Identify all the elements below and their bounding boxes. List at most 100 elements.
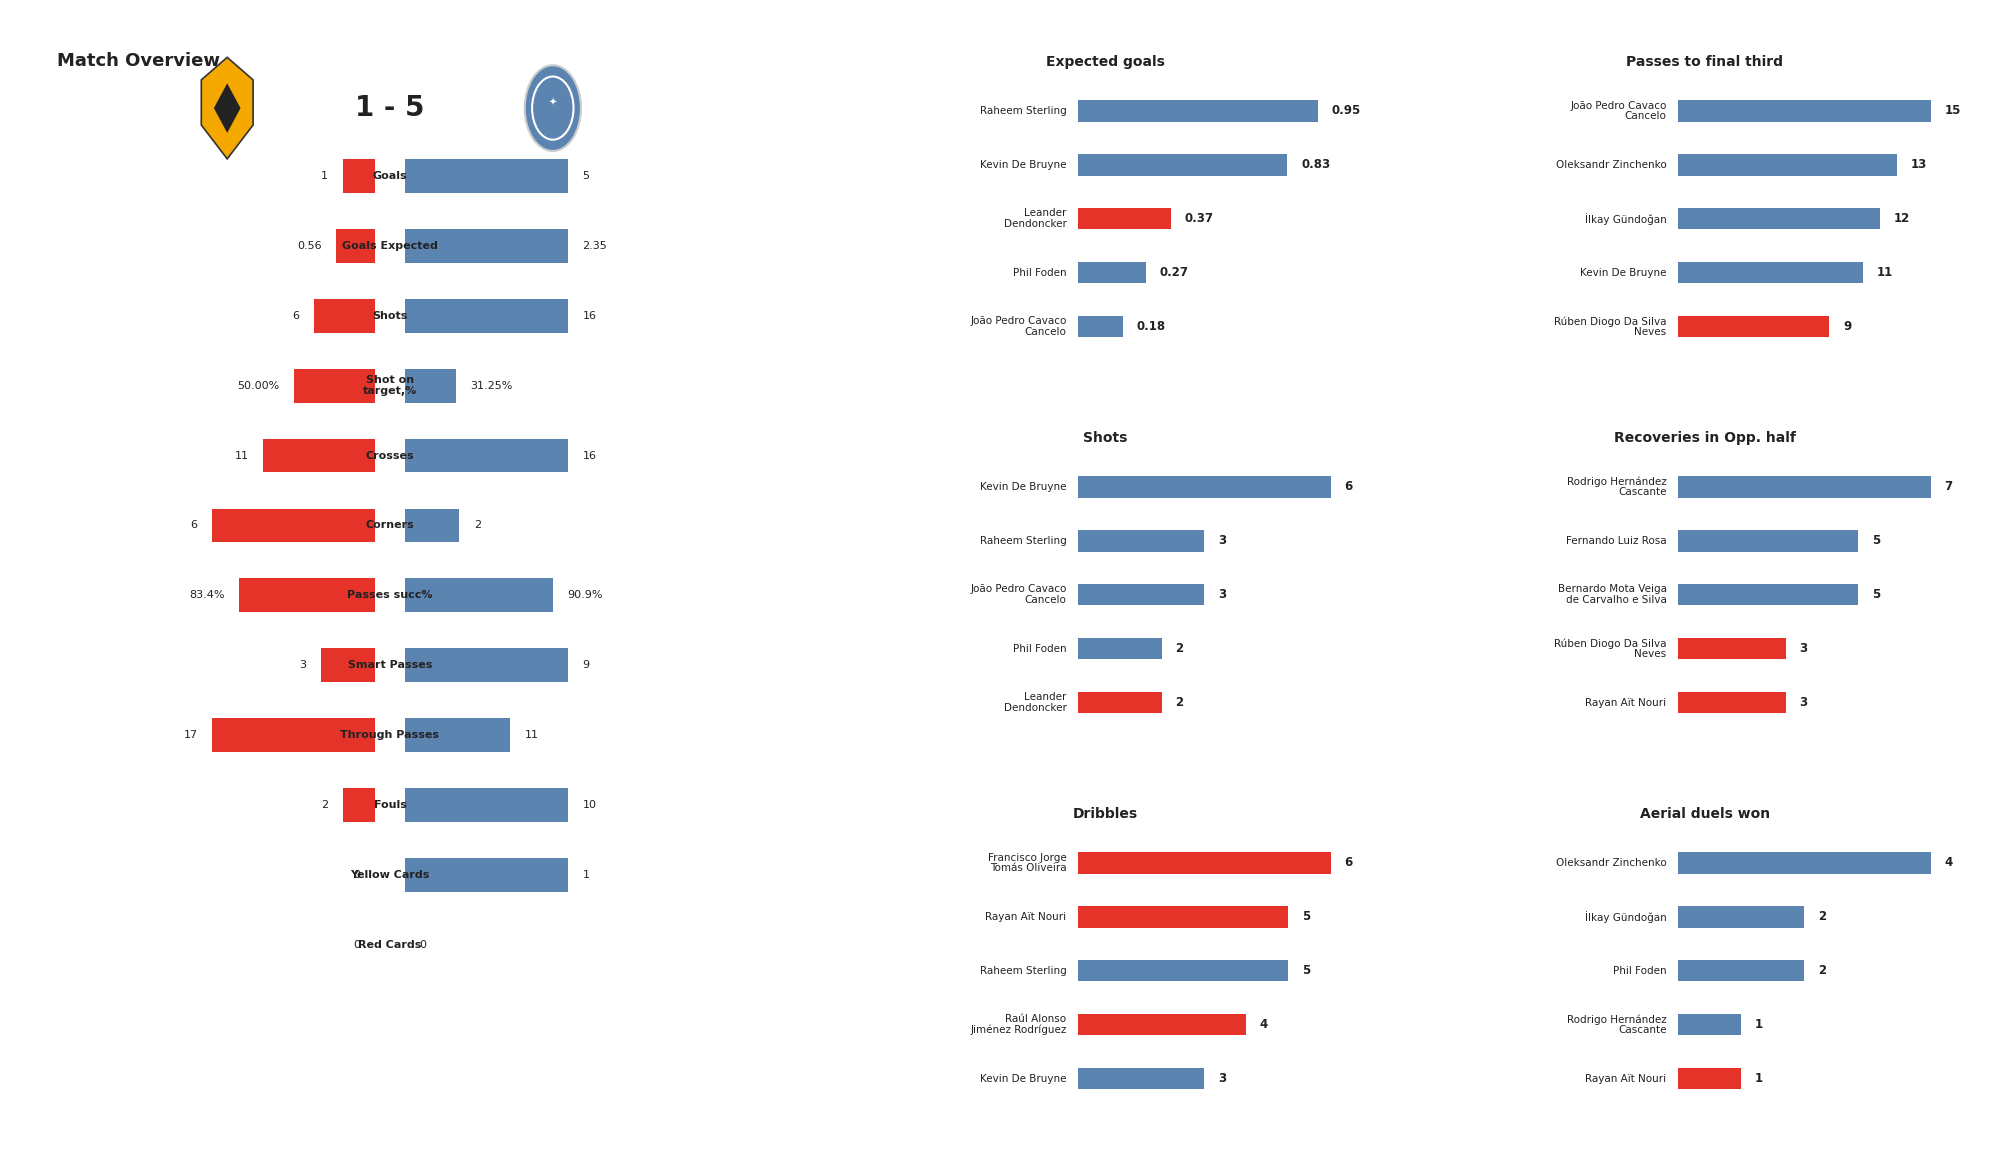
FancyBboxPatch shape	[342, 788, 376, 822]
FancyBboxPatch shape	[1078, 262, 1146, 283]
Text: 3: 3	[300, 660, 306, 670]
FancyBboxPatch shape	[240, 578, 376, 612]
Text: 7: 7	[1944, 481, 1952, 494]
Text: Rúben Diogo Da Silva
Neves: Rúben Diogo Da Silva Neves	[1554, 316, 1666, 337]
Text: 3: 3	[1218, 589, 1226, 602]
FancyBboxPatch shape	[404, 578, 552, 612]
FancyBboxPatch shape	[1078, 1014, 1246, 1035]
Text: 50.00%: 50.00%	[236, 381, 280, 390]
Text: 83.4%: 83.4%	[190, 590, 224, 600]
Text: João Pedro Cavaco
Cancelo: João Pedro Cavaco Cancelo	[1570, 101, 1666, 121]
Text: 0.18: 0.18	[1136, 320, 1166, 333]
Text: João Pedro Cavaco
Cancelo: João Pedro Cavaco Cancelo	[970, 316, 1066, 337]
FancyBboxPatch shape	[294, 369, 376, 403]
Text: 1: 1	[1754, 1072, 1762, 1085]
FancyBboxPatch shape	[1678, 1014, 1740, 1035]
Text: 0.83: 0.83	[1302, 159, 1330, 172]
FancyBboxPatch shape	[404, 858, 568, 892]
FancyBboxPatch shape	[404, 649, 568, 683]
Text: 6: 6	[1344, 857, 1352, 870]
Text: Corners: Corners	[366, 521, 414, 530]
Text: Shots: Shots	[1082, 431, 1128, 445]
Text: 2.35: 2.35	[582, 241, 608, 250]
Text: Passes succ%: Passes succ%	[348, 590, 432, 600]
Text: Expected goals: Expected goals	[1046, 55, 1164, 69]
Text: 3: 3	[1800, 642, 1808, 656]
Text: Through Passes: Through Passes	[340, 731, 440, 740]
FancyBboxPatch shape	[1678, 906, 1804, 927]
Text: 6: 6	[292, 310, 300, 321]
FancyBboxPatch shape	[1678, 530, 1858, 551]
Text: Leander
Dendoncker: Leander Dendoncker	[1004, 208, 1066, 229]
FancyBboxPatch shape	[404, 159, 568, 193]
Text: 16: 16	[582, 450, 596, 461]
Text: Fernando Luiz Rosa: Fernando Luiz Rosa	[1566, 536, 1666, 545]
FancyBboxPatch shape	[1078, 530, 1204, 551]
Text: 2: 2	[1176, 696, 1184, 709]
Text: 0.27: 0.27	[1160, 266, 1188, 280]
Text: Crosses: Crosses	[366, 450, 414, 461]
Text: 13: 13	[1910, 159, 1926, 172]
Text: 10: 10	[582, 800, 596, 811]
Text: Francisco Jorge
Tomás Oliveira: Francisco Jorge Tomás Oliveira	[988, 853, 1066, 873]
FancyBboxPatch shape	[1078, 476, 1330, 497]
FancyBboxPatch shape	[1078, 1068, 1204, 1089]
Text: 1: 1	[1754, 1018, 1762, 1032]
Text: 17: 17	[184, 731, 198, 740]
Polygon shape	[202, 58, 254, 159]
FancyBboxPatch shape	[1678, 692, 1786, 713]
FancyBboxPatch shape	[1078, 316, 1124, 337]
Text: Red Cards: Red Cards	[358, 940, 422, 951]
Text: 6: 6	[1344, 481, 1352, 494]
FancyBboxPatch shape	[1678, 1068, 1740, 1089]
FancyBboxPatch shape	[1678, 584, 1858, 605]
Text: Phil Foden: Phil Foden	[1012, 644, 1066, 653]
Text: 31.25%: 31.25%	[470, 381, 512, 390]
Text: Raúl Alonso
Jiménez Rodríguez: Raúl Alonso Jiménez Rodríguez	[970, 1014, 1066, 1035]
Text: ✦: ✦	[548, 98, 556, 107]
Text: 2: 2	[1176, 642, 1184, 656]
Text: 5: 5	[1872, 535, 1880, 548]
Text: 0.37: 0.37	[1184, 213, 1214, 226]
Text: 5: 5	[1302, 911, 1310, 924]
FancyBboxPatch shape	[1078, 638, 1162, 659]
Text: Raheem Sterling: Raheem Sterling	[980, 106, 1066, 116]
Text: Bernardo Mota Veiga
de Carvalho e Silva: Bernardo Mota Veiga de Carvalho e Silva	[1558, 584, 1666, 605]
Text: 2: 2	[474, 521, 480, 530]
FancyBboxPatch shape	[212, 509, 376, 543]
FancyBboxPatch shape	[404, 509, 460, 543]
Text: 5: 5	[582, 170, 590, 181]
FancyBboxPatch shape	[1678, 638, 1786, 659]
Text: İlkay Gündoğan: İlkay Gündoğan	[1584, 911, 1666, 922]
FancyBboxPatch shape	[264, 438, 376, 472]
FancyBboxPatch shape	[1678, 208, 1880, 229]
FancyBboxPatch shape	[212, 718, 376, 752]
Text: 16: 16	[582, 310, 596, 321]
FancyBboxPatch shape	[1078, 100, 1318, 121]
Text: Rodrigo Hernández
Cascante: Rodrigo Hernández Cascante	[1566, 1014, 1666, 1035]
Text: Aerial duels won: Aerial duels won	[1640, 807, 1770, 821]
Text: Recoveries in Opp. half: Recoveries in Opp. half	[1614, 431, 1796, 445]
FancyBboxPatch shape	[1078, 692, 1162, 713]
FancyBboxPatch shape	[404, 718, 510, 752]
Text: 0: 0	[354, 940, 360, 951]
Text: Rayan Aït Nouri: Rayan Aït Nouri	[986, 912, 1066, 921]
Text: Yellow Cards: Yellow Cards	[350, 871, 430, 880]
Text: 5: 5	[1302, 965, 1310, 978]
Text: 5: 5	[1872, 589, 1880, 602]
FancyBboxPatch shape	[1078, 852, 1330, 873]
FancyBboxPatch shape	[336, 229, 376, 263]
Text: Oleksandr Zinchenko: Oleksandr Zinchenko	[1556, 160, 1666, 169]
FancyBboxPatch shape	[404, 229, 568, 263]
Text: 0.95: 0.95	[1332, 105, 1360, 118]
Text: 90.9%: 90.9%	[568, 590, 604, 600]
FancyBboxPatch shape	[342, 159, 376, 193]
Text: 11: 11	[1876, 266, 1894, 280]
Text: Shots: Shots	[372, 310, 408, 321]
Text: Rodrigo Hernández
Cascante: Rodrigo Hernández Cascante	[1566, 476, 1666, 497]
Text: Smart Passes: Smart Passes	[348, 660, 432, 670]
Text: 0.56: 0.56	[296, 241, 322, 250]
FancyBboxPatch shape	[404, 438, 568, 472]
Text: Oleksandr Zinchenko: Oleksandr Zinchenko	[1556, 858, 1666, 868]
Text: Kevin De Bruyne: Kevin De Bruyne	[980, 482, 1066, 492]
